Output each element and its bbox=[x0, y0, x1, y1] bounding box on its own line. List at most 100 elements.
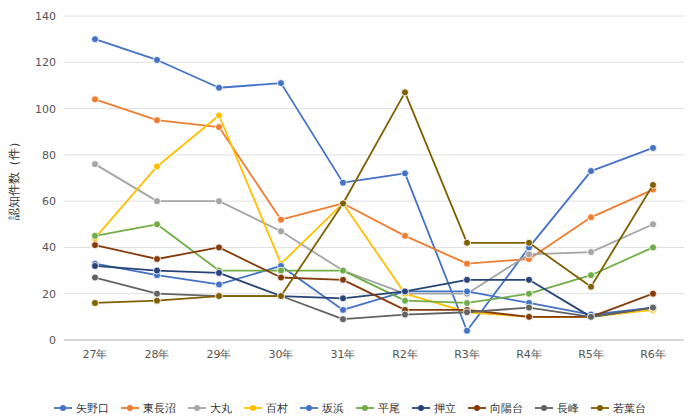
point bbox=[526, 239, 533, 246]
point bbox=[92, 262, 99, 269]
point bbox=[526, 313, 533, 320]
series bbox=[92, 89, 657, 307]
point bbox=[154, 163, 161, 170]
legend-label: 平尾 bbox=[378, 402, 400, 415]
series-line bbox=[95, 245, 653, 317]
series bbox=[92, 112, 657, 320]
plot-area bbox=[92, 36, 657, 335]
x-tick-label: R2年 bbox=[392, 348, 418, 361]
point bbox=[216, 112, 223, 119]
point bbox=[650, 304, 657, 311]
point bbox=[216, 293, 223, 300]
point bbox=[216, 84, 223, 91]
point bbox=[278, 274, 285, 281]
y-tick-label: 20 bbox=[42, 288, 56, 301]
point bbox=[464, 276, 471, 283]
legend-item: 向陽台 bbox=[468, 402, 523, 415]
point bbox=[526, 313, 533, 320]
point bbox=[402, 311, 409, 318]
legend-label: 若葉台 bbox=[613, 402, 646, 415]
point bbox=[588, 313, 595, 320]
legend-marker bbox=[306, 405, 312, 411]
point bbox=[340, 267, 347, 274]
point bbox=[650, 181, 657, 188]
point bbox=[650, 221, 657, 228]
legend-item: 長峰 bbox=[535, 402, 579, 415]
series-line bbox=[95, 266, 653, 317]
point bbox=[650, 304, 657, 311]
point bbox=[464, 309, 471, 316]
series bbox=[92, 36, 657, 335]
point bbox=[402, 232, 409, 239]
series-line bbox=[95, 92, 653, 303]
point bbox=[154, 297, 161, 304]
grid-line bbox=[64, 108, 684, 109]
point bbox=[340, 276, 347, 283]
point bbox=[92, 232, 99, 239]
legend-marker bbox=[541, 405, 547, 411]
y-tick-label: 120 bbox=[35, 56, 56, 69]
point bbox=[278, 80, 285, 87]
point bbox=[588, 272, 595, 279]
legend: 矢野口東長沼大丸百村坂浜平尾押立向陽台長峰若葉台 bbox=[54, 402, 646, 415]
grid-line bbox=[64, 16, 684, 17]
point bbox=[216, 244, 223, 251]
point bbox=[216, 124, 223, 131]
point bbox=[402, 288, 409, 295]
point bbox=[154, 117, 161, 124]
point bbox=[464, 327, 471, 334]
point bbox=[340, 316, 347, 323]
point bbox=[464, 288, 471, 295]
x-tick-label: 31年 bbox=[331, 348, 356, 361]
point bbox=[278, 216, 285, 223]
legend-label: 押立 bbox=[434, 402, 456, 415]
point bbox=[340, 295, 347, 302]
point bbox=[588, 313, 595, 320]
point bbox=[216, 293, 223, 300]
point bbox=[588, 313, 595, 320]
point bbox=[588, 313, 595, 320]
point bbox=[340, 306, 347, 313]
point bbox=[278, 293, 285, 300]
point bbox=[526, 276, 533, 283]
x-tick-label: 28年 bbox=[145, 348, 170, 361]
point bbox=[402, 89, 409, 96]
series-line bbox=[95, 39, 653, 331]
point bbox=[340, 200, 347, 207]
point bbox=[154, 256, 161, 263]
series bbox=[92, 242, 657, 321]
legend-item: 平尾 bbox=[356, 402, 400, 415]
point bbox=[340, 200, 347, 207]
point bbox=[526, 251, 533, 258]
legend-label: 東長沼 bbox=[143, 402, 176, 415]
point bbox=[278, 293, 285, 300]
point bbox=[92, 274, 99, 281]
grid-line bbox=[64, 340, 684, 341]
series-line bbox=[95, 164, 653, 294]
legend-marker bbox=[250, 405, 256, 411]
point bbox=[340, 179, 347, 186]
point bbox=[154, 267, 161, 274]
chart: 02040608010012014027年28年29年30年31年R2年R3年R… bbox=[0, 0, 700, 420]
series bbox=[92, 161, 657, 298]
legend-marker bbox=[362, 405, 368, 411]
legend-label: 向陽台 bbox=[490, 402, 523, 415]
x-axis-line bbox=[64, 340, 684, 341]
grid-line bbox=[64, 154, 684, 155]
y-tick-label: 80 bbox=[42, 149, 56, 162]
point bbox=[588, 283, 595, 290]
legend-item: 東長沼 bbox=[121, 402, 176, 415]
legend-item: 若葉台 bbox=[591, 402, 646, 415]
x-tick-label: 29年 bbox=[207, 348, 232, 361]
point bbox=[402, 297, 409, 304]
legend-label: 長峰 bbox=[557, 402, 579, 415]
legend-item: 百村 bbox=[244, 402, 288, 415]
point bbox=[650, 290, 657, 297]
point bbox=[278, 228, 285, 235]
x-tick-label: 30年 bbox=[269, 348, 294, 361]
y-tick-label: 60 bbox=[42, 195, 56, 208]
grid bbox=[64, 16, 684, 340]
y-tick-label: 0 bbox=[49, 334, 56, 347]
point bbox=[650, 144, 657, 151]
point bbox=[278, 267, 285, 274]
